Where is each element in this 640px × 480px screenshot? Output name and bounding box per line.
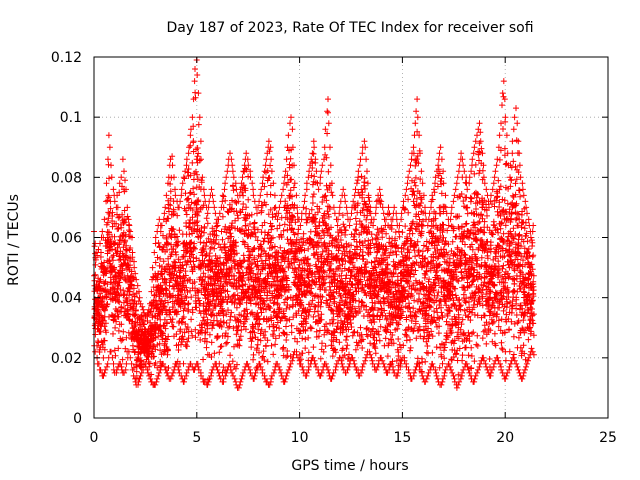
y-tick-label: 0.04: [51, 291, 82, 307]
y-tick-label: 0.02: [51, 351, 82, 367]
x-tick-label: 20: [496, 430, 514, 446]
axis-ticks: 0 5 10 15 20 25 0 0.02 0.04 0.06 0.08 0.1 0.12: [51, 50, 617, 446]
chart-title: Day 187 of 2023, Rate Of TEC Index for r…: [166, 20, 533, 36]
y-tick-label: 0: [73, 411, 82, 427]
data-points: [91, 57, 537, 391]
y-tick-label: 0.06: [51, 231, 82, 247]
y-tick-label: 0.08: [51, 170, 82, 186]
plus-markers: [91, 57, 537, 391]
x-tick-label: 25: [599, 430, 617, 446]
x-tick-label: 15: [393, 430, 411, 446]
x-tick-label: 0: [90, 430, 99, 446]
x-tick-label: 10: [291, 430, 309, 446]
x-tick-label: 5: [192, 430, 201, 446]
y-axis-label: ROTI / TECUs: [6, 194, 22, 286]
y-tick-label: 0.1: [60, 110, 82, 126]
y-tick-label: 0.12: [51, 50, 82, 66]
x-axis-label: GPS time / hours: [291, 458, 408, 474]
